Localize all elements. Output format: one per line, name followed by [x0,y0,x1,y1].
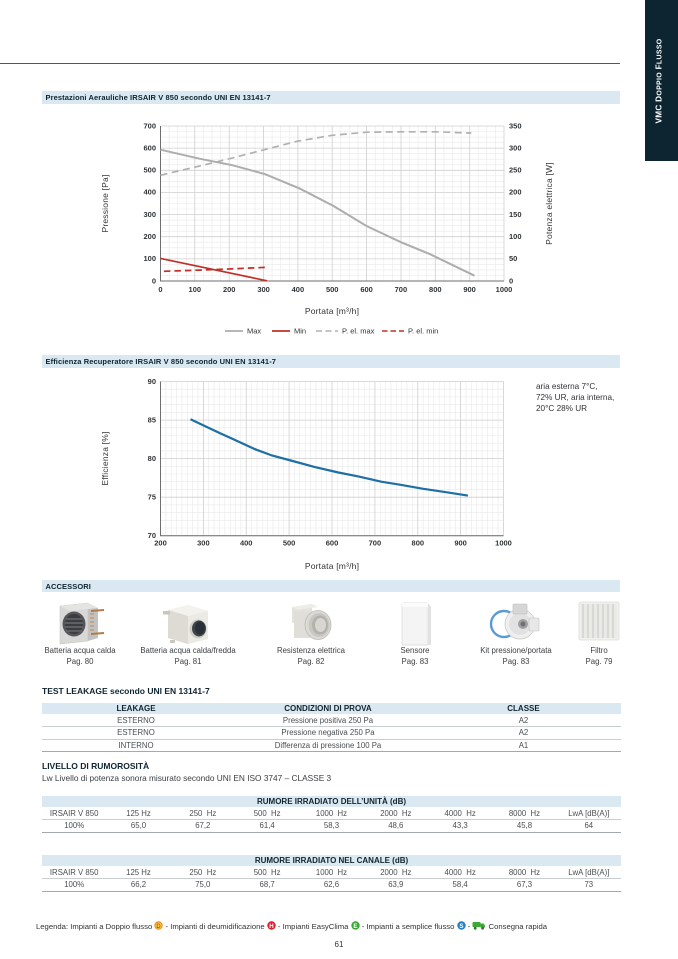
svg-text:700: 700 [395,285,408,294]
svg-text:0: 0 [152,276,156,285]
svg-text:500: 500 [326,285,339,294]
svg-text:700: 700 [369,539,382,548]
svg-text:100: 100 [143,254,156,263]
svg-text:300: 300 [197,539,210,548]
svg-text:100: 100 [189,285,202,294]
svg-text:700: 700 [143,121,156,130]
svg-text:600: 600 [326,539,339,548]
svg-text:H: H [269,923,274,930]
svg-text:900: 900 [463,285,476,294]
svg-text:900: 900 [454,539,467,548]
svg-text:500: 500 [143,166,156,175]
svg-text:D: D [157,924,162,930]
svg-text:P. el. min: P. el. min [408,327,438,336]
svg-text:100: 100 [509,232,522,241]
svg-text:70: 70 [148,531,156,540]
svg-text:200: 200 [154,539,167,548]
svg-text:150: 150 [509,210,522,219]
svg-text:75: 75 [148,493,156,502]
svg-text:400: 400 [240,539,253,548]
svg-text:300: 300 [257,285,270,294]
svg-text:400: 400 [292,285,305,294]
svg-text:Pressione [Pa]: Pressione [Pa] [100,174,110,232]
svg-text:Potenza elettrica [W]: Potenza elettrica [W] [544,162,554,245]
svg-text:Efficienza [%]: Efficienza [%] [100,431,110,485]
svg-text:250: 250 [509,166,522,175]
svg-text:1000: 1000 [495,539,512,548]
svg-text:E: E [353,923,357,930]
svg-text:85: 85 [148,415,156,424]
svg-text:Min: Min [294,327,306,336]
svg-text:50: 50 [509,254,517,263]
svg-text:600: 600 [143,143,156,152]
svg-text:0: 0 [158,285,162,294]
svg-text:P. el. max: P. el. max [342,327,375,336]
svg-text:600: 600 [360,285,373,294]
svg-text:S: S [459,923,463,930]
svg-text:300: 300 [509,143,522,152]
svg-text:80: 80 [148,454,156,463]
svg-text:Portata [m³/h]: Portata [m³/h] [305,561,359,571]
svg-text:200: 200 [509,188,522,197]
svg-text:1000: 1000 [496,285,513,294]
svg-text:Portata [m³/h]: Portata [m³/h] [305,306,359,316]
svg-text:Max: Max [247,327,261,336]
svg-text:200: 200 [223,285,236,294]
svg-text:350: 350 [509,121,522,130]
svg-text:500: 500 [283,539,296,548]
svg-text:800: 800 [429,285,442,294]
svg-text:200: 200 [143,232,156,241]
svg-text:90: 90 [148,377,156,386]
svg-text:300: 300 [143,210,156,219]
svg-text:400: 400 [143,188,156,197]
svg-text:800: 800 [412,539,425,548]
svg-text:0: 0 [509,276,513,285]
